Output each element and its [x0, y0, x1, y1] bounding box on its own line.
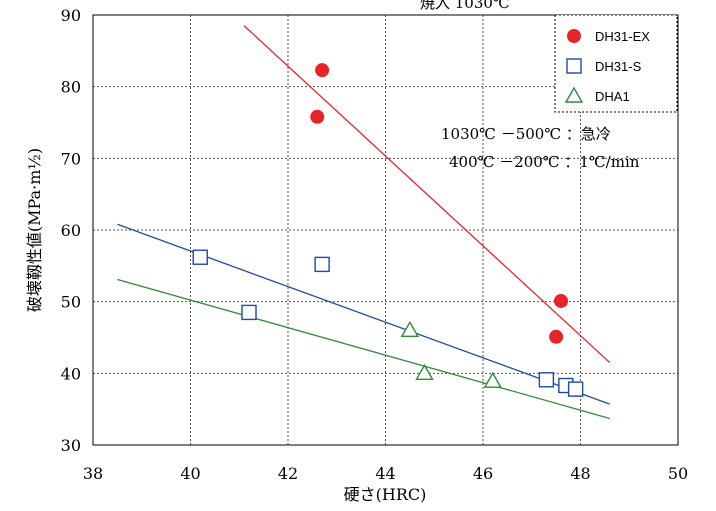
x-tick-label: 44: [375, 464, 395, 483]
data-point: [567, 381, 584, 397]
y-tick-label: 80: [61, 78, 81, 97]
data-point: [538, 372, 555, 388]
trend-line: [117, 278, 610, 420]
trend-line: [243, 25, 611, 364]
legend-label: DH31-EX: [595, 29, 650, 44]
x-tick-label: 46: [473, 464, 493, 483]
annotation-cooling: 400℃ －200℃ ：1℃/min: [449, 153, 640, 171]
data-point: [400, 320, 420, 338]
x-tick-label: 40: [180, 464, 200, 483]
y-axis-label: 破壊靱性値(MPa·m½): [25, 148, 44, 312]
annotation-quench: 1030℃ －500℃ ：急冷: [441, 125, 611, 143]
x-tick-label: 50: [668, 464, 688, 483]
data-point: [314, 256, 330, 273]
legend-marker: [564, 86, 584, 103]
data-point: [554, 293, 568, 308]
x-tick-label: 48: [570, 464, 590, 483]
y-tick-label: 50: [61, 293, 81, 312]
plot-frame: [92, 14, 679, 446]
x-tick-labels: 38 40 42 44 46 48 50: [83, 464, 688, 483]
data-point: [241, 304, 257, 321]
y-tick-label: 40: [61, 364, 81, 383]
legend: DH31-EX DH31-S DHA1: [554, 14, 678, 113]
x-tick-label: 38: [83, 464, 103, 483]
data-point: [310, 109, 325, 124]
data-point: [415, 363, 434, 381]
legend-label: DHA1: [595, 89, 630, 104]
legend-marker: [566, 58, 582, 74]
data-points: [192, 63, 584, 397]
legend-marker: [567, 29, 581, 43]
y-tick-label: 30: [61, 436, 81, 455]
grid: [93, 15, 678, 445]
y-tick-label: 70: [61, 149, 81, 168]
data-point: [549, 329, 564, 344]
y-tick-label: 90: [61, 6, 81, 25]
data-point: [483, 371, 502, 388]
top-caption: 焼入 1030℃: [420, 0, 510, 12]
x-tick-label: 42: [278, 464, 298, 483]
x-axis-label: 硬さ(HRC): [344, 485, 427, 504]
y-tick-labels: 30 40 50 60 70 80 90: [61, 6, 81, 455]
data-point: [192, 249, 208, 265]
y-tick-label: 60: [61, 221, 81, 240]
legend-label: DH31-S: [595, 59, 642, 74]
data-point: [315, 63, 330, 78]
